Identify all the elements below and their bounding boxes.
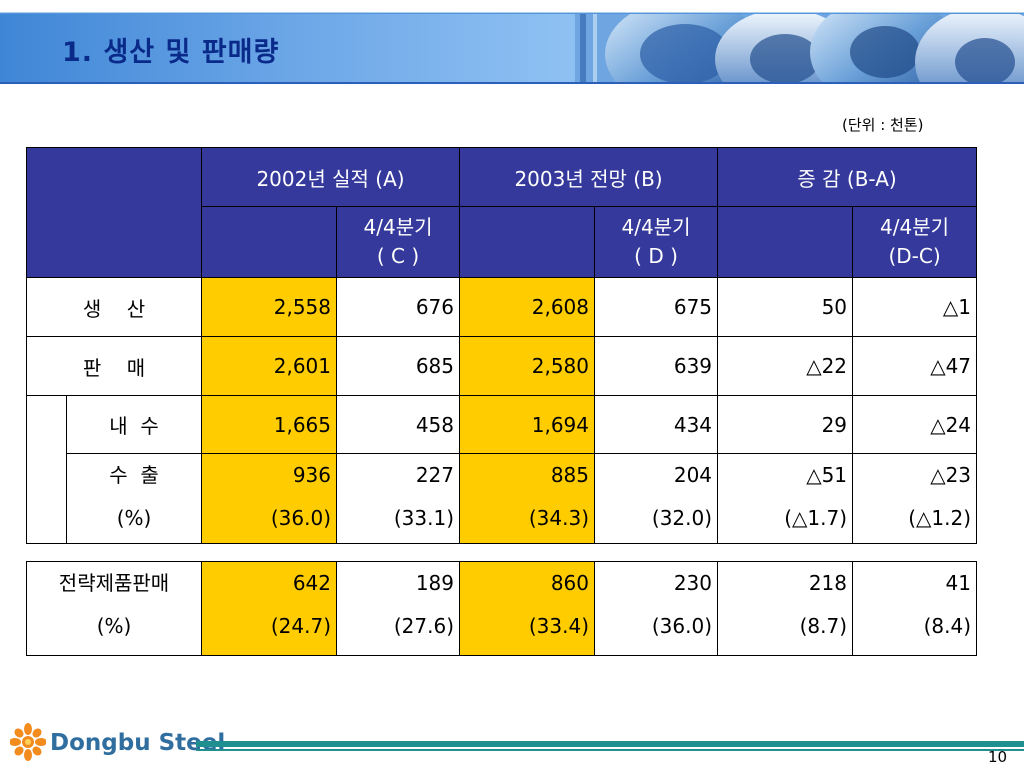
- cell-strategic-diff-pct: (8.7): [799, 614, 847, 638]
- header-banner: 1. 생산 및 판매량: [0, 0, 1024, 84]
- cell-export-diff: △51 (△1.7): [717, 453, 854, 544]
- header-q4-diff-line1: 4/4분기: [880, 215, 950, 239]
- strategic-products-table: 전략제품판매 (%) 642 (24.7) 189 (27.6) 860 (33…: [26, 561, 977, 656]
- header-q4-diff: 4/4분기 (D-C): [852, 206, 978, 278]
- cell-production-d: 675: [594, 277, 719, 337]
- cell-production-b: 2,608: [459, 277, 596, 337]
- header-2002-actual: 2002년 실적 (A): [200, 147, 461, 207]
- cell-strategic-diff: 218 (8.7): [717, 561, 853, 656]
- cell-export-d: 204 (32.0): [594, 453, 719, 544]
- cell-export-c-value: 227: [415, 463, 455, 487]
- cell-domestic-diff: 29: [717, 395, 854, 454]
- cell-strategic-a-value: 642: [292, 571, 331, 595]
- cell-strategic-q4diff-pct: (8.4): [923, 614, 971, 638]
- cell-export-diff-value: △51: [806, 463, 848, 487]
- cell-export-q4diff-pct: (△1.2): [908, 506, 972, 530]
- cell-production-a: 2,558: [201, 277, 337, 337]
- cell-strategic-c: 189 (27.6): [336, 561, 460, 656]
- row-label-export: 수 출 (%): [66, 453, 202, 544]
- cell-production-q4diff: △1: [852, 277, 978, 337]
- cell-sales-b: 2,580: [459, 336, 596, 396]
- indent-cell: [26, 395, 67, 454]
- cell-strategic-a: 642 (24.7): [201, 561, 337, 656]
- header-corner-cell: [26, 147, 202, 278]
- cell-sales-a: 2,601: [201, 336, 337, 396]
- cell-export-c: 227 (33.1): [335, 453, 461, 544]
- cell-strategic-diff-value: 218: [808, 571, 847, 595]
- cell-production-diff: 50: [717, 277, 854, 337]
- cell-domestic-q4diff: △24: [852, 395, 978, 454]
- cell-strategic-q4diff-value: 41: [945, 571, 971, 595]
- production-sales-table: 2002년 실적 (A) 2003년 전망 (B) 증 감 (B-A) 4/4분…: [26, 147, 978, 544]
- cell-domestic-d: 434: [594, 395, 719, 454]
- header-q4-d: 4/4분기 ( D ): [594, 206, 719, 278]
- header-divider: [0, 82, 1024, 84]
- table-row: 생 산 2,558 676 2,608 675 50 △1: [26, 277, 978, 337]
- table-subheader-row: 4/4분기 ( C ) 4/4분기 ( D ) 4/4분기 (D-C): [27, 206, 978, 278]
- table-header-row: 2002년 실적 (A) 2003년 전망 (B) 증 감 (B-A): [26, 147, 978, 278]
- table-row: 수 출 (%) 936 (36.0) 227 (33.1) 885 (34.3)…: [26, 453, 978, 544]
- cell-export-a-value: 936: [292, 463, 331, 487]
- cell-export-d-value: 204: [673, 463, 713, 487]
- cell-production-c: 676: [335, 277, 461, 337]
- header-change: 증 감 (B-A): [717, 147, 978, 207]
- footer-divider: [196, 741, 1024, 747]
- cell-strategic-c-value: 189: [415, 571, 454, 595]
- header-2003-forecast: 2003년 전망 (B): [459, 147, 719, 207]
- cell-strategic-b-value: 860: [550, 571, 589, 595]
- table-row: 전략제품판매 (%) 642 (24.7) 189 (27.6) 860 (33…: [26, 561, 977, 656]
- cell-export-c-pct: (33.1): [393, 506, 455, 530]
- cell-domestic-b: 1,694: [459, 395, 596, 454]
- page-number: 10: [988, 748, 1008, 766]
- cell-sales-diff: △22: [717, 336, 854, 396]
- row-label-sales: 판 매: [26, 336, 202, 396]
- row-label-export-pct: (%): [116, 506, 152, 530]
- cell-export-q4diff-value: △23: [930, 463, 972, 487]
- header-steel-coils-image: [575, 14, 1024, 82]
- cell-sales-d: 639: [594, 336, 719, 396]
- header-q4-c: 4/4분기 ( C ): [335, 206, 461, 278]
- cell-export-a-pct: (36.0): [270, 506, 331, 530]
- cell-export-d-pct: (32.0): [651, 506, 713, 530]
- header-change-blank: [717, 206, 854, 278]
- header-q4-d-line2: ( D ): [634, 244, 678, 268]
- cell-domestic-a: 1,665: [201, 395, 337, 454]
- cell-strategic-a-pct: (24.7): [270, 614, 331, 638]
- cell-strategic-c-pct: (27.6): [393, 614, 454, 638]
- cell-strategic-d-pct: (36.0): [651, 614, 712, 638]
- cell-export-diff-pct: (△1.7): [784, 506, 848, 530]
- cell-export-b: 885 (34.3): [459, 453, 596, 544]
- row-label-strategic-name: 전략제품판매: [58, 571, 170, 595]
- cell-strategic-d: 230 (36.0): [594, 561, 718, 656]
- cell-strategic-d-value: 230: [673, 571, 712, 595]
- cell-sales-c: 685: [335, 336, 461, 396]
- dongbu-logo-icon: [9, 722, 47, 766]
- header-2002-blank: [201, 206, 337, 278]
- cell-sales-q4diff: △47: [852, 336, 978, 396]
- row-label-export-name: 수 출: [109, 463, 159, 487]
- cell-export-q4diff: △23 (△1.2): [852, 453, 978, 544]
- footer-divider-thin: [196, 749, 1024, 751]
- table-row: 판 매 2,601 685 2,580 639 △22 △47: [26, 336, 978, 396]
- cell-strategic-b: 860 (33.4): [459, 561, 595, 656]
- unit-note: (단위 : 천톤): [842, 116, 924, 134]
- row-label-strategic: 전략제품판매 (%): [26, 561, 202, 656]
- header-q4-d-line1: 4/4분기: [621, 215, 691, 239]
- header-q4-c-line2: ( C ): [376, 244, 420, 268]
- header-q4-c-line1: 4/4분기: [363, 215, 433, 239]
- cell-export-b-pct: (34.3): [528, 506, 590, 530]
- cell-domestic-c: 458: [335, 395, 461, 454]
- table-row: 내 수 1,665 458 1,694 434 29 △24: [26, 395, 978, 454]
- row-label-strategic-pct: (%): [96, 614, 132, 638]
- cell-strategic-q4diff: 41 (8.4): [852, 561, 977, 656]
- row-label-domestic: 내 수: [66, 395, 202, 454]
- cell-export-b-value: 885: [550, 463, 590, 487]
- header-2003-blank: [459, 206, 596, 278]
- header-q4-diff-line2: (D-C): [888, 244, 941, 268]
- indent-cell: [26, 453, 67, 544]
- cell-export-a: 936 (36.0): [201, 453, 337, 544]
- cell-strategic-b-pct: (33.4): [528, 614, 589, 638]
- page-title: 1. 생산 및 판매량: [62, 37, 280, 68]
- row-label-production: 생 산: [26, 277, 202, 337]
